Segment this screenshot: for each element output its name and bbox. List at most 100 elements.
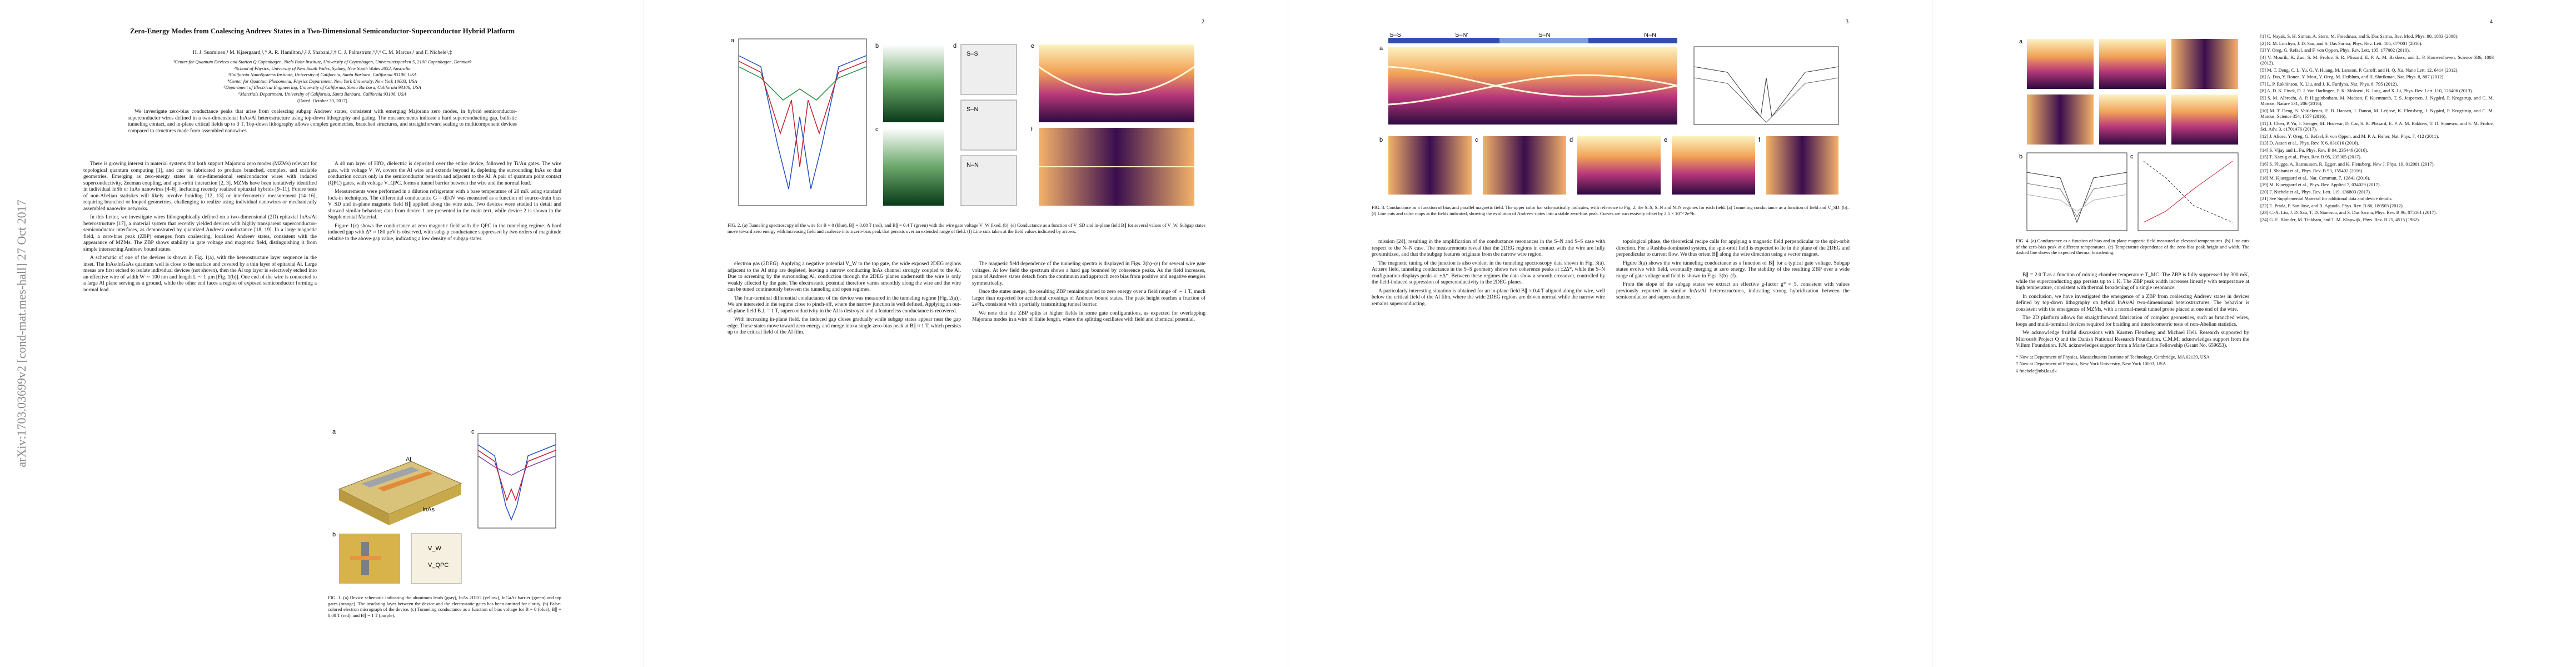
footnotes: * Now at Department of Physics, Massachu… <box>2016 354 2249 374</box>
affiliation: ⁵Department of Electrical Engineering, U… <box>223 84 421 90</box>
body: B∥ = 2.0 T as a function of mixing chamb… <box>2016 272 2249 328</box>
figure-2-caption: FIG. 2. (a) Tunneling spectroscopy of th… <box>728 222 1205 234</box>
affiliations: ¹Center for Quantum Devices and Station … <box>128 59 517 97</box>
page-2: 2 a b c d e f S–S S–N N–N FIG. 2. (a) Tu… <box>644 0 1288 667</box>
paragraph: B∥ = 2.0 T as a function of mixing chamb… <box>2016 272 2249 291</box>
figure-1-caption: FIG. 1. (a) Device schematic indicating … <box>328 595 561 618</box>
paragraph: The 2D platform allows for straightforwa… <box>2016 315 2249 327</box>
column-left: mission [24], resulting in the amplifica… <box>1372 239 1605 310</box>
affiliation: ⁴Center for Quantum Phenomena, Physics D… <box>227 78 417 84</box>
arxiv-id: arXiv:1703.03699v2 [cond-mat.mes-hall] 2… <box>14 200 28 467</box>
paragraph: In conclusion, we have investigated the … <box>2016 293 2249 312</box>
panel-label: b <box>2019 153 2022 160</box>
panel-label: e <box>1664 137 1667 143</box>
paragraph: There is growing interest in material sy… <box>83 161 317 212</box>
reference: [7] L. P. Rokhinson, X. Liu, and J. K. F… <box>2260 81 2398 87</box>
figure-text: S–N' <box>1455 33 1468 38</box>
page-3: 3 a b c d e f S–S S–N' S–N N–N FIG. 3. C… <box>1288 0 1932 667</box>
reference: [22] E. Prada, P. San-Jose, and R. Aguad… <box>2260 202 2404 208</box>
column-left: B∥ = 2.0 T as a function of mixing chamb… <box>2016 272 2249 375</box>
affiliation: ³California NanoSystems Institute, Unive… <box>228 72 417 77</box>
references: [1] C. Nayak, S. H. Simon, A. Stern, M. … <box>2260 33 2494 223</box>
reference: [10] M. T. Deng, S. Vaitiekėnas, E. B. H… <box>2260 107 2494 120</box>
panel-label: b <box>875 43 879 49</box>
paragraph: We note that the ZBP splits at higher fi… <box>972 310 1205 323</box>
figure-text: InAs <box>422 506 435 513</box>
figure-4-caption: FIG. 4. (a) Conductance as a function of… <box>2016 238 2249 255</box>
panel-label: a <box>731 37 735 44</box>
paragraph: Figure 3(a) shows the wire tunneling con… <box>1616 260 1850 279</box>
column-right: A 40 nm layer of HfO₂ dielectric is depo… <box>328 161 561 245</box>
panel-label: d <box>953 43 956 49</box>
figure-text: V_QPC <box>428 562 449 569</box>
reference: [1] C. Nayak, S. H. Simon, A. Stern, M. … <box>2260 33 2459 39</box>
panel-label: b <box>332 531 336 538</box>
column-right: topological phase, the theoretical recip… <box>1616 239 1850 303</box>
paragraph: electron gas (2DEG). Applying a negative… <box>728 261 961 292</box>
paragraph: A particularly interesting situation is … <box>1372 288 1605 307</box>
footnote: ‡ fnichele@nbi.ku.dk <box>2016 367 2057 374</box>
figure-2: a b c d e f S–S S–N N–N <box>731 37 1195 206</box>
authors: H. J. Suominen,¹ M. Kjaergaard,¹,* A. R.… <box>192 50 452 56</box>
page-1: arXiv:1703.03699v2 [cond-mat.mes-hall] 2… <box>0 0 644 667</box>
panel-label: f <box>1031 126 1033 133</box>
paragraph: Figure 1(c) shows the conductance at zer… <box>328 223 561 242</box>
date: (Dated: October 30, 2017) <box>297 98 347 103</box>
panel-label: c <box>875 126 879 133</box>
page-number: 3 <box>1846 19 1848 25</box>
title: Zero-Energy Modes from Coalescing Andree… <box>129 27 515 35</box>
figure-text: N–N <box>1644 33 1656 38</box>
paragraph: In this Letter, we investigate wires lit… <box>83 215 317 252</box>
panel-label: a <box>1379 45 1383 52</box>
reference: [17] J. Shabani et al., Phys. Rev. B 93,… <box>2260 168 2364 173</box>
reference: [20] F. Nichele et al., Phys. Rev. Lett.… <box>2260 188 2371 195</box>
acknowledgments: We acknowledge fruitful discussions with… <box>2016 330 2249 349</box>
sidebar: arXiv:1703.03699v2 [cond-mat.mes-hall] 2… <box>3 0 28 667</box>
affiliation: ⁶Materials Department, University of Cal… <box>238 91 407 97</box>
reference: [15] T. Karzig et al., Phys. Rev. B 95, … <box>2260 154 2362 160</box>
figure-text: S–S <box>966 51 978 57</box>
figure-text: N–N <box>966 162 979 168</box>
paragraph: topological phase, the theoretical recip… <box>1616 239 1850 257</box>
paragraph: The magnetic field dependence of the tun… <box>972 261 1205 286</box>
figure-3: a b c d e f S–S S–N' S–N N–N <box>1379 33 1839 195</box>
reference: [23] C.-X. Liu, J. D. Sau, T. D. Stanesc… <box>2260 210 2437 215</box>
reference: [19] M. Kjaergaard et al., Phys. Rev. Ap… <box>2260 182 2381 187</box>
reference: [18] M. Kjaergaard et al., Nat. Commun. … <box>2260 175 2370 181</box>
figure-3-caption: FIG. 3. Conductance as a function of bia… <box>1372 205 1850 216</box>
reference: [4] V. Mourik, K. Zuo, S. M. Frolov, S. … <box>2260 54 2494 66</box>
panel-label: b <box>1379 137 1383 143</box>
paragraph: A schematic of one of the devices is sho… <box>83 255 317 293</box>
reference: [16] S. Plugge, A. Rasmussen, R. Egger, … <box>2260 161 2435 167</box>
abstract-text: We investigate zero-bias conductance pea… <box>128 109 517 134</box>
reference: [13] D. Aasen et al., Phys. Rev. X 6, 03… <box>2260 140 2359 146</box>
panel-label: a <box>2019 38 2023 45</box>
panel-label: c <box>1475 137 1478 143</box>
paragraph: mission [24], resulting in the amplifica… <box>1372 239 1605 257</box>
reference: [12] J. Alicea, Y. Oreg, G. Refael, F. v… <box>2260 133 2439 139</box>
reference: [24] G. E. Blonder, M. Tinkham, and T. M… <box>2260 216 2420 222</box>
panel-label: c <box>2130 153 2134 160</box>
reference: [8] A. D. K. Finck, D. J. Van Harlingen,… <box>2260 88 2473 93</box>
paragraph: The four-terminal differential conductan… <box>728 295 961 314</box>
panel-label: c <box>471 429 475 435</box>
reference: [14] S. Vijay and L. Fu, Phys. Rev. B 94… <box>2260 147 2368 153</box>
footnote: † Now at Department of Physics, New York… <box>2016 361 2166 366</box>
footnote: * Now at Department of Physics, Massachu… <box>2016 354 2210 360</box>
column-right: The magnetic field dependence of the tun… <box>972 261 1205 326</box>
figure-text: S–S <box>1389 33 1401 38</box>
paragraph: With increasing in-plane field, the indu… <box>728 317 961 335</box>
paragraph: Once the states merge, the resulting ZBP… <box>972 289 1205 307</box>
panel-label: f <box>1758 137 1761 143</box>
reference: [9] S. M. Albrecht, A. P. Higginbotham, … <box>2260 94 2494 107</box>
paragraph: A 40 nm layer of HfO₂ dielectric is depo… <box>328 161 561 186</box>
reference: [2] R. M. Lutchyn, J. D. Sau, and S. Das… <box>2260 40 2423 46</box>
panel-label: a <box>332 429 336 435</box>
figure-4: a b c <box>2019 38 2239 231</box>
reference: [6] A. Das, Y. Ronen, Y. Most, Y. Oreg, … <box>2260 74 2445 79</box>
figure-text: Al <box>406 456 411 463</box>
panel-label: d <box>1569 137 1573 143</box>
panel-label: e <box>1031 43 1034 49</box>
